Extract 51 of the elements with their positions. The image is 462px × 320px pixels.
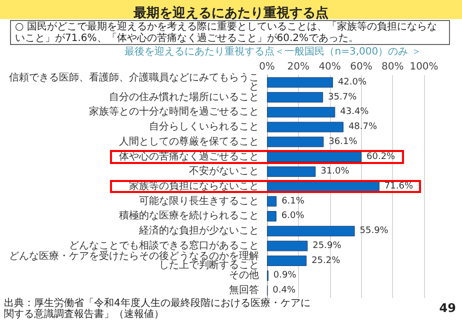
data-label: 71.6% bbox=[384, 182, 414, 192]
bar bbox=[267, 136, 324, 148]
x-tick-label: 20% bbox=[287, 62, 310, 72]
data-label: 60.2% bbox=[366, 152, 396, 162]
data-label: 0.4% bbox=[272, 286, 296, 296]
data-label: 42.0% bbox=[338, 77, 367, 88]
bar bbox=[267, 256, 307, 266]
bar bbox=[267, 106, 336, 118]
data-label: 31.0% bbox=[320, 166, 350, 177]
bar bbox=[267, 196, 277, 207]
y-tick-label: どんな医療・ケアを受けたらその後どうなるのかを理解した上で判断すること bbox=[9, 250, 259, 271]
data-label: 6.0% bbox=[281, 211, 305, 222]
bar bbox=[267, 211, 276, 222]
x-tick-label: 60% bbox=[350, 62, 372, 72]
x-tick-label: 40% bbox=[318, 62, 341, 72]
y-tick-label: 不安がないこと bbox=[189, 165, 259, 178]
x-tick-label: 100% bbox=[410, 62, 438, 72]
text: 最後を迎えるにあたり重視する点＜一般国民（n=3,000）のみ ＞ bbox=[124, 46, 422, 58]
data-label: 25.2% bbox=[312, 256, 341, 266]
x-tick-label: 80% bbox=[381, 62, 404, 72]
annotation: 出典：厚生労働省「令和4年度人生の最終段階における医療・ケアに関する意識調査報告書」（速報値） bbox=[4, 297, 310, 320]
bar bbox=[267, 240, 308, 252]
data-label: 0.9% bbox=[273, 270, 297, 281]
data-label: 55.9% bbox=[360, 226, 389, 236]
y-tick-label: 人間としての尊厳を保てること bbox=[119, 135, 259, 148]
data-label: 25.9% bbox=[312, 240, 342, 251]
bar bbox=[267, 152, 362, 162]
data-label: 43.4% bbox=[340, 107, 370, 118]
y-tick-label: 自分らしくいられること bbox=[149, 120, 259, 133]
bar bbox=[267, 166, 316, 177]
y-tick-label: 積極的な医療を続けられること bbox=[119, 210, 259, 222]
x-tick-label: 0% bbox=[259, 62, 275, 72]
data-label: 35.7% bbox=[328, 92, 358, 102]
bar bbox=[267, 77, 333, 88]
bar bbox=[267, 92, 324, 103]
text: 49 bbox=[439, 301, 456, 315]
y-tick-label: その他 bbox=[229, 269, 259, 282]
y-tick-label: 可能な限り長生きすること bbox=[139, 194, 259, 207]
chart-title: 最期を迎えるにあたり重視する点 bbox=[132, 5, 328, 21]
bar bbox=[267, 122, 344, 132]
y-tick-label: 家族等との十分な時間を過ごせること bbox=[89, 106, 259, 118]
y-tick-label: どんなことでも相談できる窓口があること bbox=[69, 239, 259, 252]
y-tick-label: 経済的な負担が少ないこと bbox=[138, 224, 259, 237]
y-tick-label: 自分の住み慣れた場所にいること bbox=[109, 90, 259, 103]
y-tick-label: 無回答 bbox=[229, 284, 259, 296]
data-label: 6.1% bbox=[282, 196, 305, 206]
y-tick-label: 信頼できる医師、看護師、介護職員などにみてもらうこと bbox=[9, 71, 259, 92]
data-label: 48.7% bbox=[348, 122, 378, 132]
chart-subtitle: ○ 国民がどこで最期を迎えるかを考える際に重要としていることは、「家族等の負担にならないこと」が71.6%、「体や心の苦痛なく過ごせること」が60.2%であった。 bbox=[15, 20, 437, 44]
bar bbox=[267, 226, 355, 236]
data-label: 36.1% bbox=[328, 136, 358, 147]
